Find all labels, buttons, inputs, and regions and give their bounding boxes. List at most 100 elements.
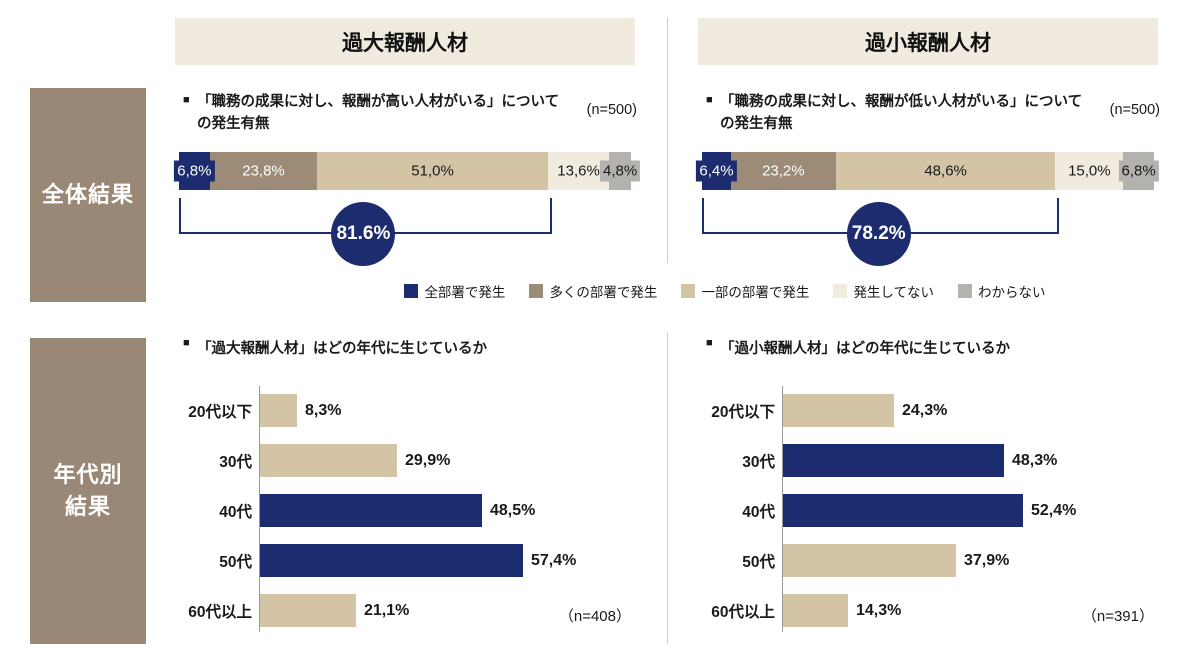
age-bar [259,394,297,427]
legend-label: わからない [978,285,1046,300]
legend-color-chip [833,284,848,298]
age-bar-chart-underpaid: （n=391） 20代以下 24,3% 30代 48,3% 40代 52,4% 50代 37,… [706,386,1154,632]
age-bar [782,594,848,627]
age-row: 40代 48,5% [183,494,631,527]
stacked-bar-overpaid: 6,8% 23,8% 51,0% 13,6% 4,8% [174,152,641,190]
segment-value-label: 23,8% [239,160,288,182]
age-bar-value: 48,3% [1012,451,1058,469]
age-title-block-underpaid: ■ 「過小報酬人材」はどの年代に生じているか [706,337,1166,358]
age-category-label: 30代 [742,453,775,471]
age-category-label: 30代 [219,453,252,471]
question-line2: の発生有無 [197,115,270,132]
age-row: 30代 29,9% [183,444,631,477]
age-title-label: 「過大報酬人材」はどの年代に生じているか [197,341,487,357]
age-bar [259,544,523,577]
legend-label: 全部署で発生 [424,285,506,300]
segment-value-label: 6,8% [174,160,215,182]
age-bar [259,444,397,477]
column-header-overpaid: 過大報酬人材 [175,18,635,65]
age-row: 60代以上 21,1% [183,594,631,627]
column-overpaid: 過大報酬人材 ■ 「職務の成果に対し、報酬が高い人材がいる」について の発生有無… [174,0,641,665]
legend-item: 発生してない [833,281,934,301]
legend-color-chip [404,284,419,298]
age-bar-chart-overpaid: （n=408） 20代以下 8,3% 30代 29,9% 40代 48,5% 50代 57,4… [183,386,631,632]
sample-size-top: (n=500) [1109,102,1160,118]
sample-size-bottom: （n=408） [558,608,631,625]
sidebar-overall-label: 全体結果 [41,182,134,208]
question-text-underpaid: ■ 「職務の成果に対し、報酬が低い人材がいる」について の発生有無 [706,92,1115,136]
sample-size-top: (n=500) [586,102,637,118]
age-row: 40代 52,4% [706,494,1154,527]
sidebar-overall-results: 全体結果 [30,88,146,302]
square-bullet-icon: ■ [706,337,713,349]
age-bar-value: 48,5% [490,501,536,519]
summary-bracket-wrap-underpaid: 78.2% [702,198,1154,268]
legend-item: 一部の部署で発生 [681,281,809,301]
age-bar-value: 21,1% [364,601,410,619]
legend-item: 全部署で発生 [404,281,505,301]
age-title-label: 「過小報酬人材」はどの年代に生じているか [720,341,1010,357]
question-line1: 「職務の成果に対し、報酬が高い人材がいる」について [197,94,560,110]
age-bar [782,394,894,427]
column-header-underpaid: 過小報酬人材 [698,18,1158,65]
question-block-underpaid: ■ 「職務の成果に対し、報酬が低い人材がいる」について の発生有無 (n=500… [706,92,1166,136]
age-row: 50代 57,4% [183,544,631,577]
legend: 全部署で発生 多くの部署で発生 一部の部署で発生 発生してない わからない [250,281,1200,301]
age-bar [259,494,482,527]
legend-color-chip [958,284,973,298]
age-row: 20代以下 24,3% [706,394,1154,427]
legend-label: 一部の部署で発生 [701,285,810,300]
stacked-segment: 6,8% [1118,152,1159,190]
age-row: 20代以下 8,3% [183,394,631,427]
question-line1: 「職務の成果に対し、報酬が低い人材がいる」について [720,94,1083,110]
age-category-label: 40代 [742,503,775,521]
segment-value-label: 48,6% [921,160,970,182]
age-bar [782,494,1023,527]
stacked-bar-underpaid: 6,4% 23,2% 48,6% 15,0% 6,8% [696,152,1159,190]
legend-color-chip [681,284,696,298]
stacked-segment: 48,6% [835,152,1056,190]
age-bar-value: 29,9% [405,451,451,469]
segment-value-label: 13,6% [554,160,603,182]
age-bar-value: 14,3% [856,601,902,619]
age-category-label: 60代以上 [188,603,252,621]
question-block-overpaid: ■ 「職務の成果に対し、報酬が高い人材がいる」について の発生有無 (n=500… [183,92,643,136]
question-line2: の発生有無 [720,115,793,132]
stacked-segment: 23,2% [730,152,836,190]
sample-size-bottom: （n=391） [1081,608,1154,625]
age-category-label: 50代 [219,553,252,571]
stacked-segment: 15,0% [1055,152,1124,190]
segment-value-label: 4,8% [600,160,641,182]
segment-value-label: 6,8% [1118,160,1159,182]
stacked-segment: 23,8% [209,152,318,190]
stacked-segment: 6,8% [174,152,215,190]
summary-circle: 78.2% [846,202,911,266]
age-title-text: ■ 「過大報酬人材」はどの年代に生じているか [183,337,627,358]
age-row: 50代 37,9% [706,544,1154,577]
age-bar-value: 37,9% [964,551,1010,569]
legend-item: 多くの部署で発生 [529,281,657,301]
square-bullet-icon: ■ [183,337,190,349]
column-divider-bottom [667,333,668,644]
chart-axis-line [259,386,260,632]
summary-circle: 81.6% [331,202,396,266]
legend-item: わからない [958,281,1046,301]
stacked-segment: 51,0% [317,152,548,190]
stacked-segment: 4,8% [600,152,641,190]
age-bar [782,544,956,577]
legend-label: 多くの部署で発生 [549,285,658,300]
column-underpaid: 過小報酬人材 ■ 「職務の成果に対し、報酬が低い人材がいる」について の発生有無… [696,0,1160,665]
sidebar-age-label-line2: 結果 [64,494,111,519]
age-category-label: 40代 [219,503,252,521]
sidebar-age-label-line1: 年代別 [53,462,123,488]
age-bar [782,444,1004,477]
square-bullet-icon: ■ [183,94,190,106]
stacked-segment: 6,4% [696,152,737,190]
age-bar-value: 24,3% [902,401,948,419]
age-title-text: ■ 「過小報酬人材」はどの年代に生じているか [706,337,1150,358]
age-category-label: 20代以下 [711,403,775,421]
age-row: 60代以上 14,3% [706,594,1154,627]
segment-value-label: 15,0% [1065,160,1114,182]
segment-value-label: 51,0% [408,160,457,182]
